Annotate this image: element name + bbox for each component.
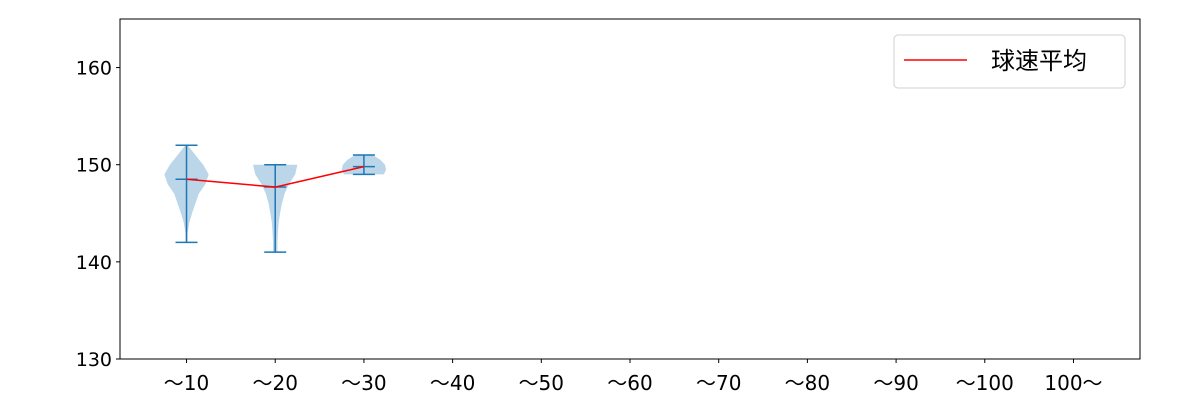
x-tick-label: 〜20 <box>252 371 297 395</box>
legend-label-mean: 球速平均 <box>991 47 1087 75</box>
plot-area <box>164 144 387 253</box>
mean-line <box>186 165 365 188</box>
y-axis: 130 140 150 160 <box>76 58 120 371</box>
x-tick-label: 〜70 <box>696 371 741 395</box>
y-tick-label: 150 <box>76 155 112 177</box>
legend-box <box>893 34 1126 89</box>
y-tick-label: 140 <box>76 252 112 274</box>
y-tick-label: 160 <box>76 58 112 80</box>
x-tick-label: 〜60 <box>607 371 652 395</box>
x-axis: 〜10 〜20 〜30 〜40 〜50 〜60 〜70 〜80 〜90 〜100 100〜 <box>164 359 1103 395</box>
x-tick-label: 〜40 <box>430 371 475 395</box>
x-tick-label: 100〜 <box>1044 371 1102 395</box>
x-tick-label: 〜90 <box>873 371 918 395</box>
x-tick-label: 〜50 <box>519 371 564 395</box>
x-tick-label: 〜30 <box>341 371 386 395</box>
legend: 球速平均 <box>893 34 1126 89</box>
x-tick-label: 〜100 <box>956 371 1014 395</box>
x-tick-label: 〜10 <box>164 371 209 395</box>
x-tick-label: 〜80 <box>785 371 830 395</box>
y-tick-label: 130 <box>76 349 112 371</box>
